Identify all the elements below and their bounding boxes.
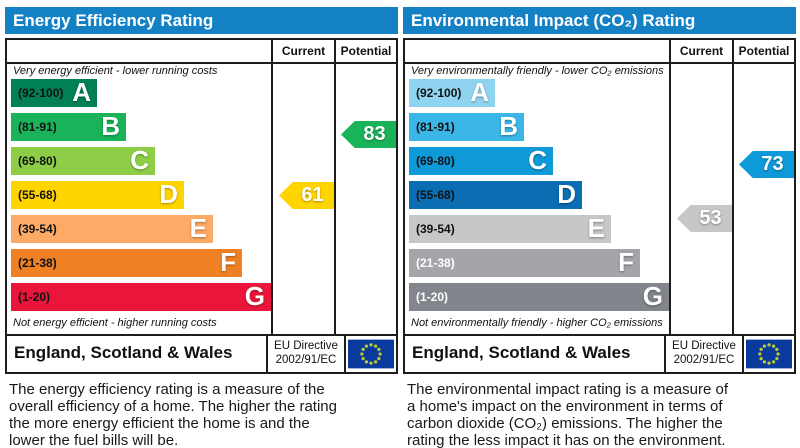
band-grade-letter: D	[159, 179, 178, 209]
current-rating-arrow: 61	[279, 182, 334, 209]
eu-directive-label: EU Directive 2002/91/EC	[274, 340, 338, 366]
energy-chart-body: Current Potential Very energy efficient …	[5, 38, 398, 374]
column-divider-line	[271, 40, 273, 334]
rating-band-d: (55-68) D	[11, 179, 184, 209]
footer-cell-divider	[664, 334, 666, 372]
band-grade-letter: C	[528, 145, 547, 175]
current-rating-value: 53	[699, 207, 722, 229]
environment-title-bar: Environmental Impact (CO₂) Rating	[403, 7, 796, 34]
rating-band-a: (92-100) A	[409, 77, 495, 107]
rating-band-f: (21-38) F	[11, 247, 242, 277]
eu-directive-label: EU Directive 2002/91/EC	[672, 340, 736, 366]
bottom-caption: Not environmentally friendly - higher CO…	[411, 317, 663, 329]
environment-description: The environmental impact rating is a mea…	[407, 381, 728, 448]
band-grade-letter: G	[642, 281, 663, 311]
rating-band-b: (81-91) B	[11, 111, 126, 141]
header-divider-line	[405, 62, 794, 64]
band-grade-letter: F	[220, 247, 236, 277]
footer-divider-line	[405, 334, 794, 336]
band-grade-letter: A	[72, 77, 91, 107]
column-divider-line	[669, 40, 671, 334]
band-grade-letter: F	[618, 247, 634, 277]
energy-title-bar: Energy Efficiency Rating	[5, 7, 398, 34]
band-grade-letter: G	[244, 281, 265, 311]
footer-cell-divider	[344, 334, 346, 372]
rating-band-a: (92-100) A	[11, 77, 97, 107]
eu-flag-icon	[746, 339, 792, 369]
region-label: England, Scotland & Wales	[412, 343, 631, 362]
potential-rating-value: 73	[761, 153, 784, 175]
footer-divider-line	[7, 334, 396, 336]
band-range-label: (92-100)	[416, 86, 462, 100]
bottom-caption: Not energy efficient - higher running co…	[13, 317, 217, 329]
band-grade-letter: E	[189, 213, 207, 243]
rating-band-e: (39-54) E	[409, 213, 611, 243]
band-grade-letter: A	[470, 77, 489, 107]
band-grade-letter: D	[557, 179, 576, 209]
band-grade-letter: B	[499, 111, 518, 141]
band-range-label: (1-20)	[416, 290, 449, 304]
header-divider-line	[7, 62, 396, 64]
band-range-label: (55-68)	[416, 188, 455, 202]
current-column-header: Current	[679, 44, 724, 58]
potential-rating-value: 83	[363, 123, 386, 145]
rating-band-g: (1-20) G	[11, 281, 271, 311]
energy-chart-title: Energy Efficiency Rating	[13, 11, 214, 30]
band-range-label: (39-54)	[18, 222, 57, 236]
rating-band-g: (1-20) G	[409, 281, 669, 311]
current-rating-value: 61	[301, 184, 324, 206]
environment-chart-body: Current Potential Very environmentally f…	[403, 38, 796, 374]
band-grade-letter: B	[101, 111, 120, 141]
energy-efficiency-chart: Energy Efficiency Rating Current Potenti…	[5, 7, 398, 448]
band-range-label: (21-38)	[416, 256, 455, 270]
current-column-header: Current	[281, 44, 326, 58]
band-range-label: (21-38)	[18, 256, 57, 270]
eu-flag-icon	[348, 339, 394, 369]
rating-band-c: (69-80) C	[11, 145, 155, 175]
energy-description: The energy efficiency rating is a measur…	[9, 381, 337, 448]
potential-column-header: Potential	[340, 44, 392, 58]
band-range-label: (69-80)	[416, 154, 455, 168]
band-range-label: (81-91)	[416, 120, 455, 134]
column-divider-line	[334, 40, 336, 334]
footer-cell-divider	[266, 334, 268, 372]
current-rating-arrow: 53	[677, 205, 732, 232]
rating-band-d: (55-68) D	[409, 179, 582, 209]
band-grade-letter: E	[587, 213, 605, 243]
potential-rating-arrow: 83	[341, 121, 396, 148]
environment-chart-title: Environmental Impact (CO₂) Rating	[411, 11, 696, 30]
potential-column-header: Potential	[738, 44, 790, 58]
environmental-impact-chart: Environmental Impact (CO₂) Rating Curren…	[403, 7, 796, 448]
region-label: England, Scotland & Wales	[14, 343, 233, 362]
band-range-label: (69-80)	[18, 154, 57, 168]
potential-rating-arrow: 73	[739, 151, 794, 178]
band-range-label: (92-100)	[18, 86, 64, 100]
band-range-label: (39-54)	[416, 222, 455, 236]
rating-band-f: (21-38) F	[409, 247, 640, 277]
rating-band-e: (39-54) E	[11, 213, 213, 243]
band-range-label: (1-20)	[18, 290, 51, 304]
band-range-label: (81-91)	[18, 120, 57, 134]
rating-band-b: (81-91) B	[409, 111, 524, 141]
top-caption: Very energy efficient - lower running co…	[13, 65, 218, 77]
top-caption: Very environmentally friendly - lower CO…	[411, 65, 664, 77]
footer-cell-divider	[742, 334, 744, 372]
rating-band-c: (69-80) C	[409, 145, 553, 175]
band-range-label: (55-68)	[18, 188, 57, 202]
band-grade-letter: C	[130, 145, 149, 175]
column-divider-line	[732, 40, 734, 334]
